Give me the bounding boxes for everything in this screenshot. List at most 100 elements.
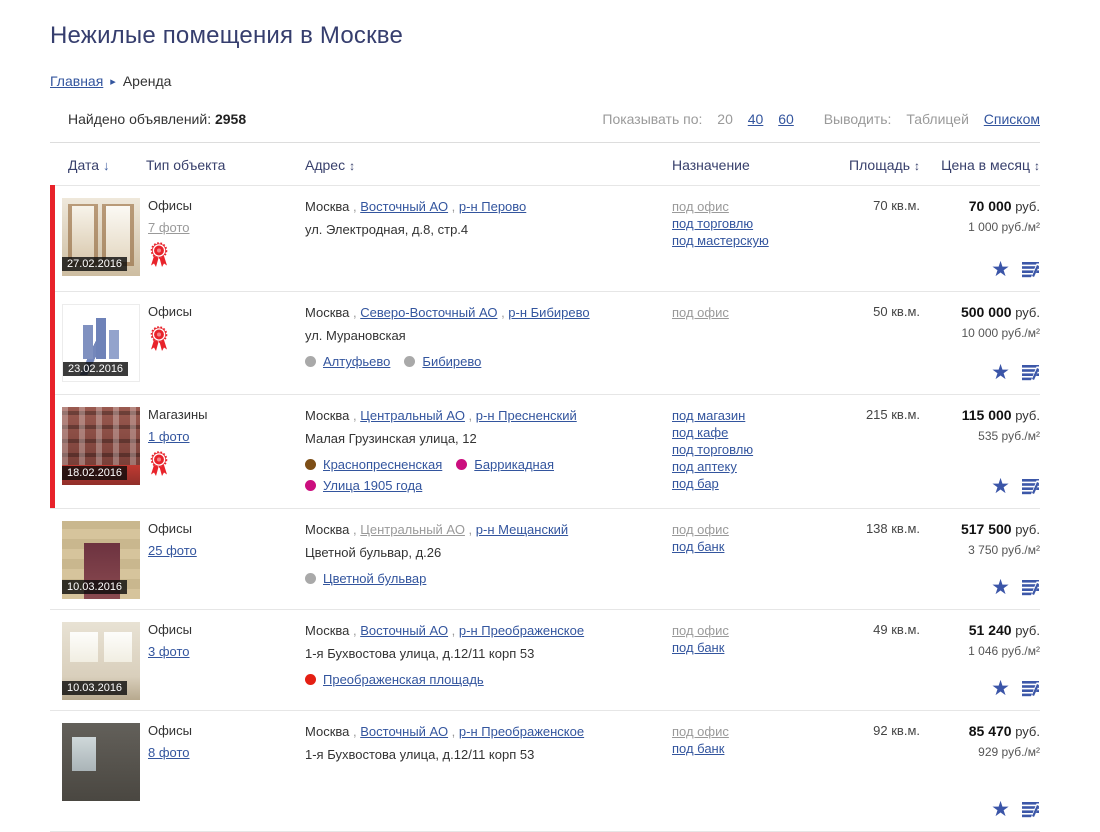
table-row: 18.02.2016 Магазины 1 фото Москва , Цент… [50,394,1040,509]
notes-icon[interactable] [1021,679,1040,698]
price-value: 51 240 [968,622,1012,638]
purpose-link[interactable]: под торговлю [672,442,754,457]
price-per-sqm: 1 046 руб./м² [968,644,1040,658]
listing-photo-thumbnail[interactable]: 10.03.2016 [62,521,140,599]
metro-station-link[interactable]: Цветной бульвар [323,571,427,586]
purpose-link[interactable]: под бар [672,476,719,491]
row-actions: ★ [991,798,1040,821]
metro-station-link[interactable]: Баррикадная [474,457,555,472]
column-header-address[interactable]: Адрес ↕ [305,157,356,173]
found-count: 2958 [214,111,247,127]
listings: 27.02.2016 Офисы 7 фото Москва , Восточн… [50,185,1040,832]
district-link[interactable]: Центральный АО [360,408,465,423]
listing-photo-thumbnail[interactable]: 10.03.2016 [62,622,140,700]
price-line: 517 500 руб. [920,521,1040,537]
photos-count-link[interactable]: 1 фото [148,429,190,444]
purpose-link[interactable]: под офис [672,724,729,739]
column-header-area[interactable]: Площадь ↕ [849,157,920,173]
view-controls: Показывать по: 20 40 60 Выводить: Таблиц… [602,111,1040,127]
price-currency: руб. [1015,724,1040,739]
breadcrumb-home-link[interactable]: Главная [50,73,104,89]
metro-station-link[interactable]: Преображенская площадь [323,672,484,687]
purpose-link[interactable]: под банк [672,539,725,554]
purpose-link[interactable]: под офис [672,623,729,638]
listing-photo-thumbnail[interactable]: 18.02.2016 [62,407,140,485]
metro-station-link[interactable]: Алтуфьево [323,354,391,369]
address-line: Москва , Центральный АО , р-н Пресненски… [305,408,577,423]
metro-station-link[interactable]: Краснопресненская [323,457,443,472]
photos-count-link[interactable]: 25 фото [148,543,197,558]
favorite-star-icon[interactable]: ★ [991,475,1010,498]
favorite-star-icon[interactable]: ★ [991,361,1010,384]
purpose-link[interactable]: под магазин [672,408,746,423]
area-value: 138 кв.м. [865,521,920,536]
listing-photo-thumbnail[interactable] [62,723,140,801]
purpose-link[interactable]: под банк [672,741,725,756]
type-cell: Офисы [146,292,301,394]
notes-icon[interactable] [1021,477,1040,496]
purpose-link[interactable]: под банк [672,640,725,655]
notes-icon[interactable] [1021,578,1040,597]
price-cell: 500 000 руб. 10 000 руб./м² ★ [920,292,1040,394]
notes-icon[interactable] [1021,363,1040,382]
purpose-list: под офис под торговлю под мастерскую [672,186,840,291]
sort-desc-arrow-icon: ↓ [103,158,110,173]
favorite-star-icon[interactable]: ★ [991,798,1010,821]
type-cell: Офисы 25 фото [146,509,301,609]
listing-photo-thumbnail[interactable]: 27.02.2016 [62,198,140,276]
page-container: Нежилые помещения в Москве Главная ▸ Аренд… [0,22,1100,832]
per-page-option-40[interactable]: 40 [747,111,764,127]
column-header-type: Тип объекта [146,157,226,173]
photos-count-link[interactable]: 7 фото [148,220,190,235]
address-cell: Москва , Северо-Восточный АО , р-н Бибир… [301,292,672,394]
district-link[interactable]: Восточный АО [360,623,449,638]
purpose-link[interactable]: под офис [672,199,729,214]
purpose-link[interactable]: под торговлю [672,216,754,231]
district-link[interactable]: Восточный АО [360,199,449,214]
date-badge: 18.02.2016 [62,466,128,480]
purpose-list: под магазин под кафе под торговлю под аптек… [672,395,840,508]
area-district-link[interactable]: р-н Бибирево [508,305,590,320]
listing-photo-thumbnail[interactable]: 23.02.2016 [62,304,140,382]
purpose-link[interactable]: под аптеку [672,459,737,474]
per-page-option-60[interactable]: 60 [778,111,794,127]
column-header-date[interactable]: Дата ↓ [68,157,110,173]
purpose-list: под офис под банк [672,509,840,609]
purpose-link[interactable]: под мастерскую [672,233,769,248]
purpose-link[interactable]: под офис [672,522,729,537]
row-actions: ★ [991,576,1040,599]
metro-station-link[interactable]: Бибирево [422,354,482,369]
address-line: Москва , Восточный АО , р-н Преображенск… [305,724,585,739]
area-district-link[interactable]: р-н Перово [458,199,527,214]
column-header-price[interactable]: Цена в месяц ↕ [941,157,1040,173]
district-link[interactable]: Восточный АО [360,724,449,739]
view-mode-group: Выводить: Таблицей Списком [824,111,1040,127]
district-link[interactable]: Центральный АО [360,522,465,537]
metro-station: Бибирево [404,353,481,370]
notes-icon[interactable] [1021,260,1040,279]
price-cell: 517 500 руб. 3 750 руб./м² ★ [920,509,1040,609]
city-label: Москва [305,199,350,214]
area-district-link[interactable]: р-н Мещанский [475,522,569,537]
notes-icon[interactable] [1021,800,1040,819]
price-per-sqm: 1 000 руб./м² [968,220,1040,234]
price-currency: руб. [1015,522,1040,537]
metro-station-link[interactable]: Улица 1905 года [323,478,423,493]
purpose-list: под офис [672,292,840,394]
favorite-star-icon[interactable]: ★ [991,258,1010,281]
favorite-star-icon[interactable]: ★ [991,576,1010,599]
city-label: Москва [305,522,350,537]
street-label: ул. Мурановская [305,328,406,343]
purpose-link[interactable]: под кафе [672,425,729,440]
area-district-link[interactable]: р-н Преображенское [458,623,585,638]
photos-count-link[interactable]: 8 фото [148,745,190,760]
results-toolbar: Найдено объявлений: 2958 Показывать по: … [50,111,1040,143]
price-per-sqm: 10 000 руб./м² [961,326,1041,340]
purpose-link[interactable]: под офис [672,305,729,320]
area-district-link[interactable]: р-н Пресненский [475,408,577,423]
photos-count-link[interactable]: 3 фото [148,644,190,659]
area-district-link[interactable]: р-н Преображенское [458,724,585,739]
view-mode-list[interactable]: Списком [983,111,1040,127]
favorite-star-icon[interactable]: ★ [991,677,1010,700]
district-link[interactable]: Северо-Восточный АО [360,305,498,320]
